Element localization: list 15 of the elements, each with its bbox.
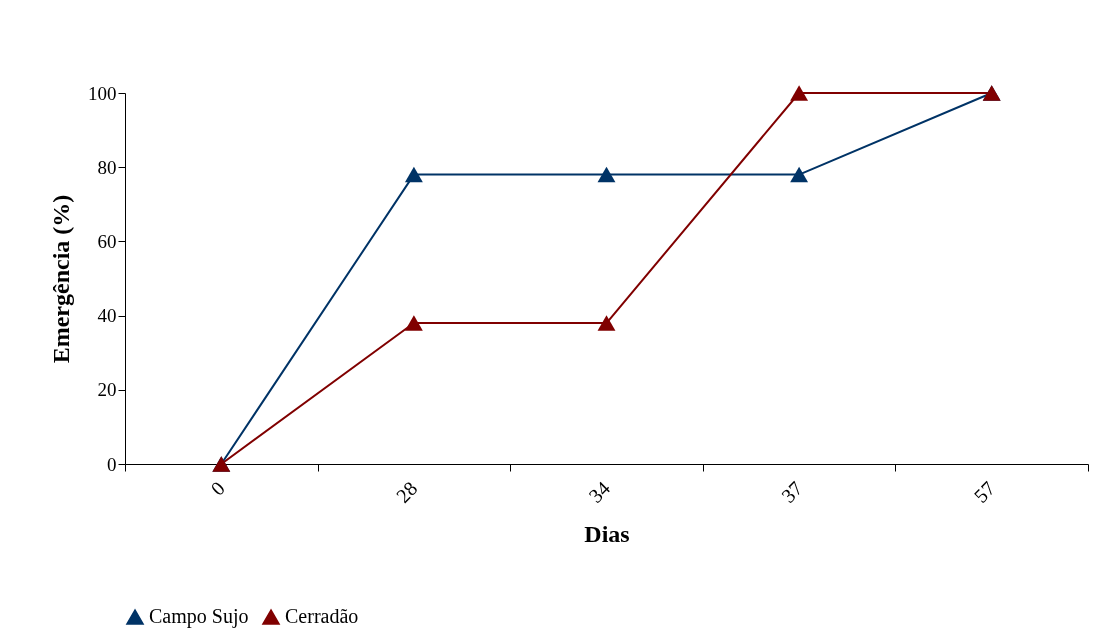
legend-label: Campo Sujo — [149, 605, 249, 628]
x-tick-label: 0 — [206, 477, 229, 500]
y-tick-label: 100 — [88, 82, 117, 104]
y-tick-label: 20 — [97, 379, 117, 401]
y-tick-label: 40 — [97, 305, 117, 327]
x-tick-label: 34 — [584, 477, 615, 507]
y-tick-label: 80 — [97, 156, 117, 178]
y-tick-label: 0 — [107, 453, 117, 475]
x-tick-label: 28 — [391, 477, 422, 507]
x-axis-title: Dias — [584, 520, 630, 547]
legend-label: Cerradão — [285, 605, 359, 627]
y-axis-title: Emergência (%) — [48, 194, 74, 364]
x-tick-label: 37 — [776, 477, 807, 507]
y-tick-label: 60 — [97, 230, 117, 252]
x-tick-label: 57 — [969, 477, 1000, 507]
